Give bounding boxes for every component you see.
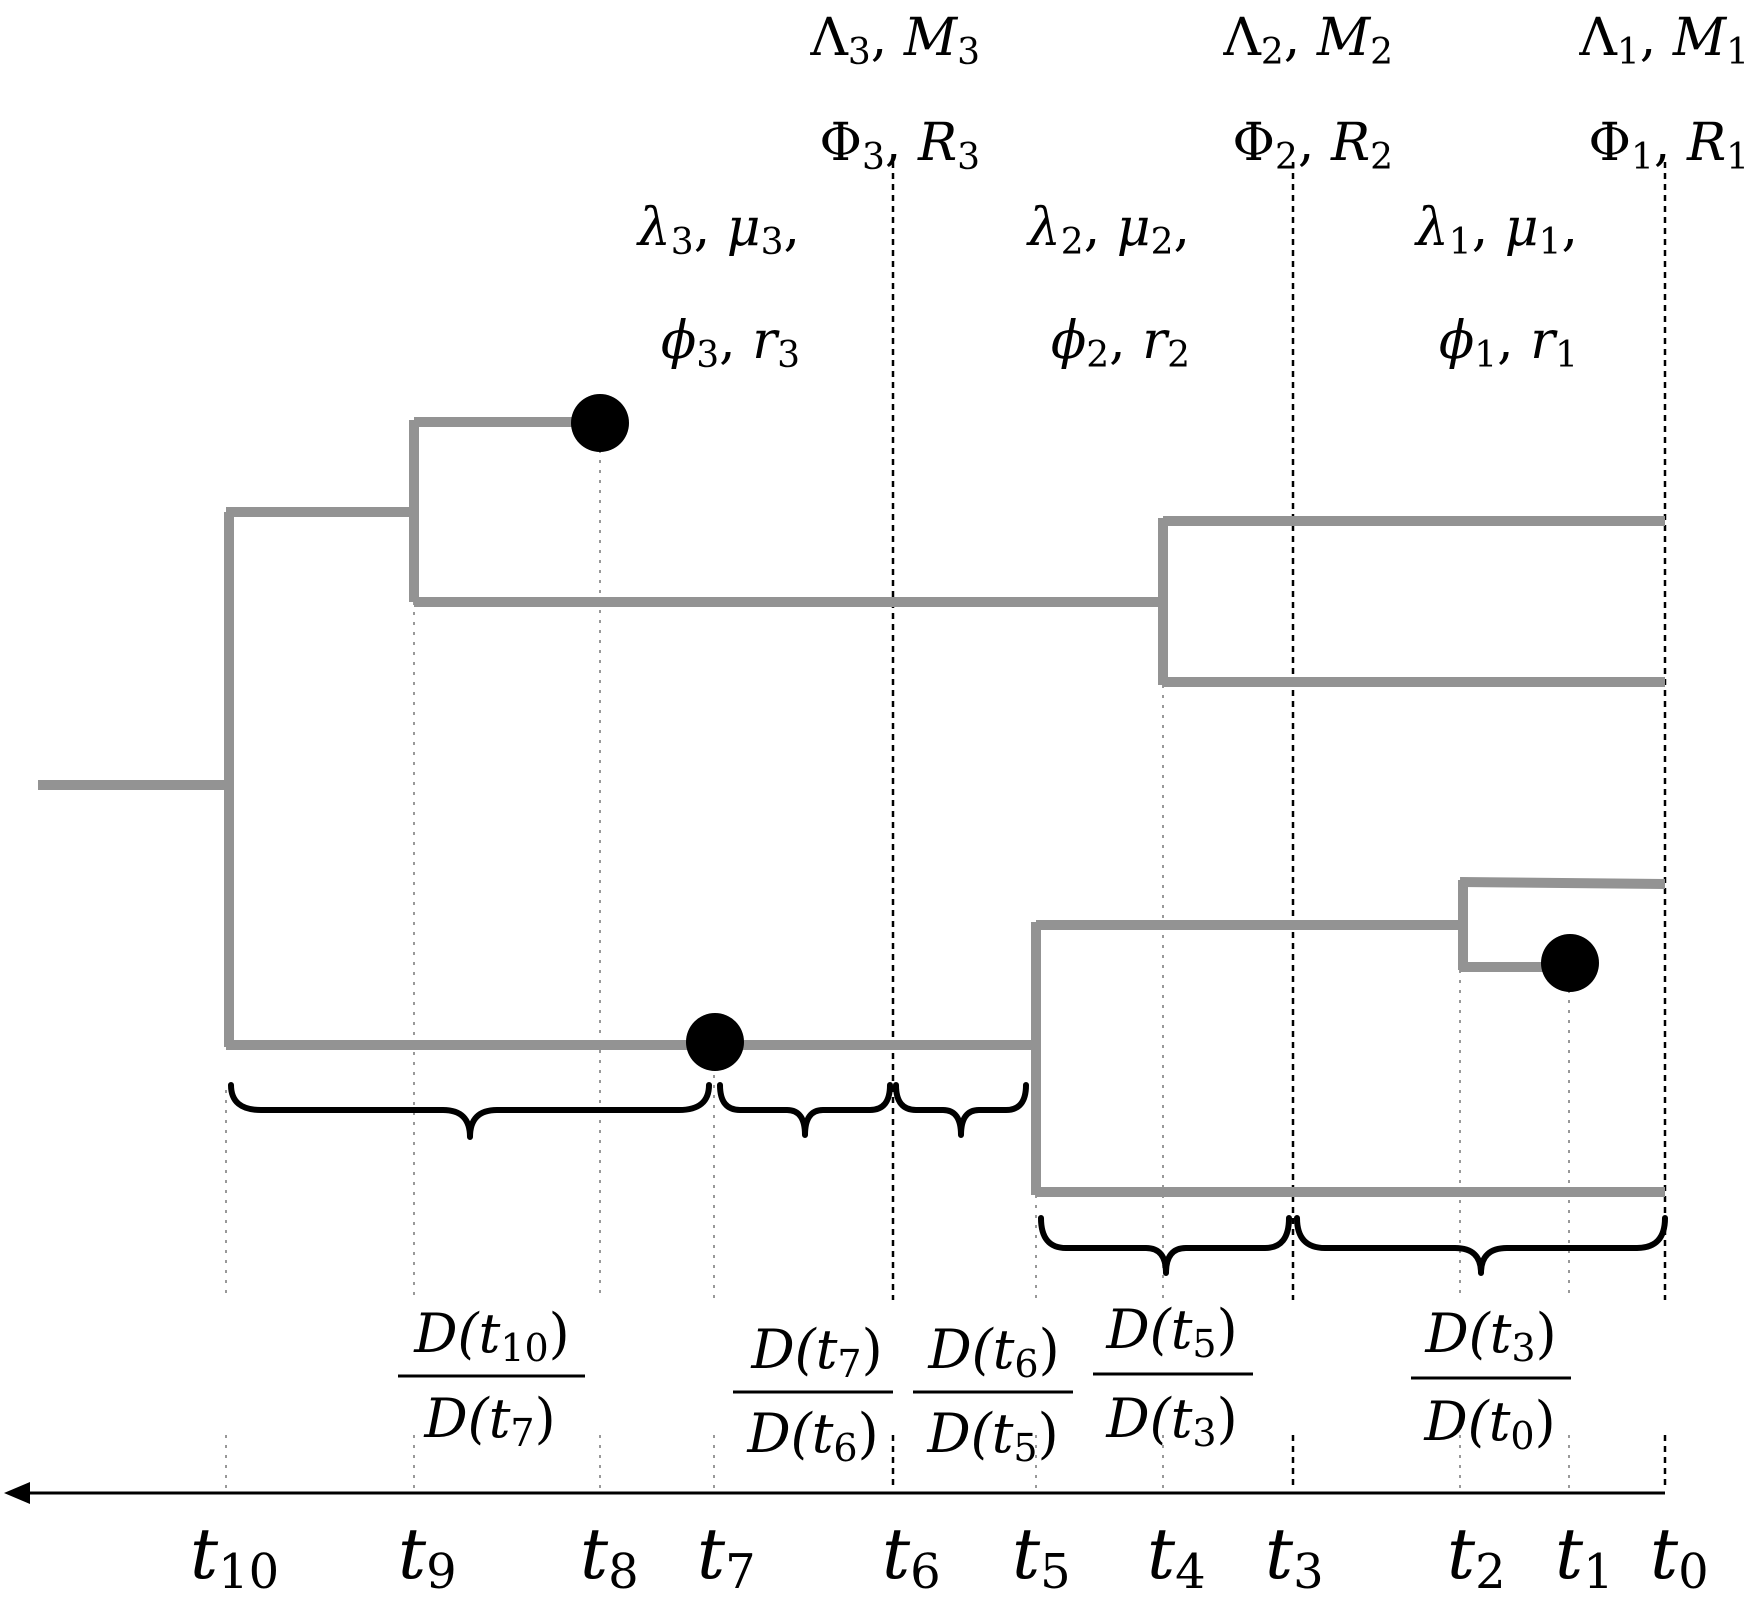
time-label-t2: t2 — [1447, 1513, 1506, 1600]
fraction-denominator: D(t5) — [926, 1402, 1058, 1470]
braces — [228, 1082, 1668, 1276]
fraction-denominator: D(t6) — [746, 1402, 878, 1470]
time-label-t5: t5 — [1012, 1513, 1071, 1600]
time-label-t9: t9 — [398, 1513, 457, 1600]
brace-t3-t0 — [1294, 1215, 1668, 1276]
epoch3-Phi-R: Φ3, R3 — [819, 113, 980, 178]
fraction-t10-t7: D(t10) D(t7) — [398, 1302, 585, 1455]
fraction-numerator: D(t7) — [750, 1318, 882, 1386]
tip-branch-t2-upper — [1459, 877, 1666, 889]
filled-circle-icon — [1541, 934, 1599, 992]
epoch1-lambda-mu: λ1, μ1, — [1414, 198, 1578, 263]
epoch2-phi-r: ϕ2, r2 — [1051, 311, 1190, 376]
guide-lines — [225, 162, 1667, 1490]
time-label-t10: t10 — [190, 1513, 279, 1600]
time-label-t1: t1 — [1555, 1513, 1614, 1600]
filled-circle-icon — [571, 394, 629, 452]
time-label-t8: t8 — [580, 1513, 639, 1600]
fraction-numerator: D(t6) — [927, 1318, 1059, 1386]
time-labels: t10 t9 t8 t7 t6 t5 t4 t3 t2 t1 t0 — [190, 1513, 1709, 1600]
epoch-parameters: Λ3, M3 Φ3, R3 λ3, μ3, ϕ3, r3 Λ2, M2 Φ2, … — [636, 8, 1749, 376]
fractions: D(t10) D(t7) D(t7) D(t6) D(t6) D(t5) D(t… — [398, 1298, 1571, 1470]
tree — [38, 417, 1666, 1197]
arrow-left-icon — [4, 1482, 30, 1504]
fraction-t3-t0: D(t3) D(t0) — [1411, 1302, 1571, 1458]
epoch2-lambda-mu: λ2, μ2, — [1026, 198, 1190, 263]
brace-t6-t5 — [893, 1082, 1029, 1138]
epoch2-Lambda-M: Λ2, M2 — [1222, 8, 1393, 73]
epoch1-Lambda-M: Λ1, M1 — [1578, 8, 1749, 73]
time-label-t3: t3 — [1265, 1513, 1324, 1600]
time-label-t6: t6 — [882, 1513, 941, 1600]
fraction-numerator: D(t3) — [1424, 1302, 1556, 1370]
time-label-t7: t7 — [697, 1513, 756, 1600]
fraction-denominator: D(t7) — [423, 1387, 555, 1455]
fraction-t7-t6: D(t7) D(t6) — [733, 1318, 893, 1470]
samples — [571, 394, 1599, 1071]
brace-t5-t3 — [1038, 1215, 1292, 1276]
filled-circle-icon — [686, 1013, 744, 1071]
epoch2-Phi-R: Φ2, R2 — [1232, 113, 1393, 178]
fraction-numerator: D(t10) — [413, 1302, 570, 1370]
brace-t7-t6 — [717, 1082, 893, 1138]
fraction-denominator: D(t3) — [1105, 1387, 1237, 1455]
fraction-numerator: D(t5) — [1105, 1298, 1237, 1366]
epoch3-lambda-mu: λ3, μ3, — [636, 198, 800, 263]
time-label-t0: t0 — [1650, 1513, 1709, 1600]
fraction-t6-t5: D(t6) D(t5) — [913, 1318, 1073, 1470]
fraction-denominator: D(t0) — [1423, 1390, 1555, 1458]
epoch1-phi-r: ϕ1, r1 — [1439, 311, 1578, 376]
fraction-t5-t3: D(t5) D(t3) — [1093, 1298, 1253, 1455]
epoch3-Lambda-M: Λ3, M3 — [809, 8, 980, 73]
brace-t10-t7 — [228, 1082, 712, 1140]
epoch1-Phi-R: Φ1, R1 — [1588, 113, 1749, 178]
time-axis — [4, 1482, 1665, 1504]
time-label-t4: t4 — [1147, 1513, 1206, 1600]
epoch3-phi-r: ϕ3, r3 — [661, 311, 800, 376]
